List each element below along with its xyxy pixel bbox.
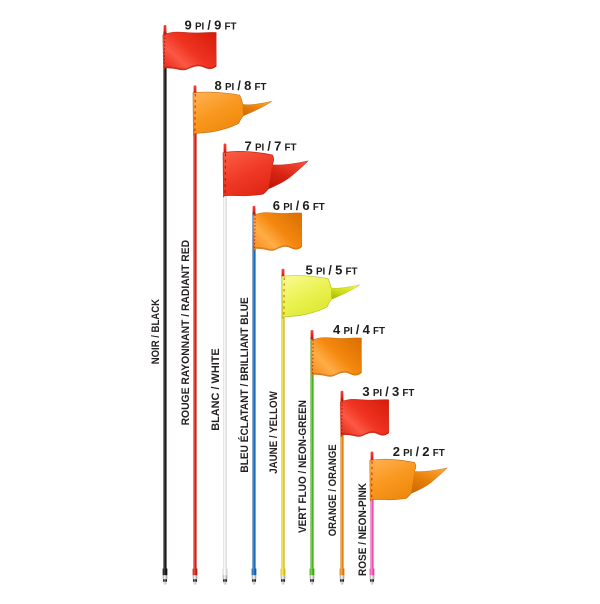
svg-text:NOIR / BLACK: NOIR / BLACK	[150, 299, 162, 364]
svg-text:ROSE / NEON-PINK: ROSE / NEON-PINK	[357, 483, 369, 576]
svg-text:7PI/7FT: 7PI/7FT	[245, 139, 297, 154]
svg-text:9PI/9FT: 9PI/9FT	[185, 18, 237, 33]
svg-text:2PI/2FT: 2PI/2FT	[393, 444, 445, 459]
svg-text:4PI/4FT: 4PI/4FT	[333, 322, 385, 337]
svg-text:5PI/5FT: 5PI/5FT	[306, 262, 358, 277]
svg-text:6PI/6FT: 6PI/6FT	[273, 198, 325, 213]
svg-text:JAUNE / YELLOW: JAUNE / YELLOW	[268, 390, 280, 473]
svg-text:VERT FLUO / NEON-GREEN: VERT FLUO / NEON-GREEN	[297, 400, 309, 533]
svg-text:ROUGE RAYONNANT / RADIANT RED: ROUGE RAYONNANT / RADIANT RED	[180, 240, 192, 426]
svg-text:8PI/8FT: 8PI/8FT	[215, 78, 267, 93]
svg-text:3PI/3FT: 3PI/3FT	[362, 384, 414, 399]
svg-text:ORANGE / ORANGE: ORANGE / ORANGE	[327, 444, 339, 536]
svg-text:BLANC / WHITE: BLANC / WHITE	[210, 348, 222, 431]
svg-text:BLEU ÉCLATANT / BRILLIANT BLUE: BLEU ÉCLATANT / BRILLIANT BLUE	[238, 297, 251, 472]
